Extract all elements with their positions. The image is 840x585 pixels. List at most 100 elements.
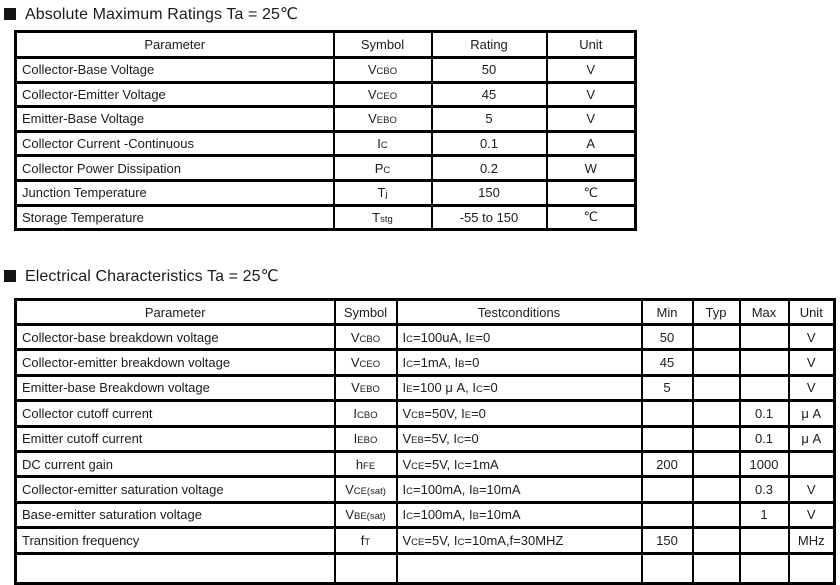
cell-symbol: VCE(sat) (333, 475, 398, 504)
cell-unit: V (787, 475, 836, 504)
cell-symbol: ICBO (333, 399, 398, 428)
subscript-text: FE (363, 460, 376, 472)
cell-symbol: IC (332, 130, 433, 157)
cell-typ (691, 399, 741, 428)
cell-symbol: Tstg (332, 204, 433, 231)
cell-unit (787, 450, 836, 478)
cell-typ (691, 526, 741, 555)
table-row: Emitter cutoff current IEBO VEB=5V, IC=0 0.… (14, 425, 836, 453)
cell-symbol: VCEO (333, 348, 398, 377)
cell-unit: V (787, 374, 836, 402)
cell-unit: MHz (787, 526, 836, 555)
cell-rating: 50 (430, 56, 548, 84)
subscript-text: EBO (376, 115, 397, 127)
cell-rating: 150 (430, 179, 548, 207)
cell-min (640, 501, 694, 529)
cell-parameter: Collector-emitter saturation voltage (14, 475, 336, 504)
cell-min (640, 475, 694, 504)
cell-parameter: Emitter cutoff current (14, 425, 336, 453)
cell-parameter: Collector-base breakdown voltage (14, 323, 336, 351)
cell-testconditions: IC=100mA, IB=10mA (395, 501, 643, 529)
table-row: Transition frequency fT VCE=5V, IC=10mA,f=… (14, 526, 836, 555)
cell-typ (691, 425, 741, 453)
cell-testconditions: IC=100uA, IE=0 (395, 323, 643, 351)
table-row: Collector-emitter saturation voltage VCE(… (14, 475, 836, 504)
cell-max (738, 348, 790, 377)
cell-symbol: Tj (332, 179, 433, 207)
datasheet-page: { "page": { "background": "#ffffff", "te… (4, 6, 836, 585)
cell-max: 1000 (738, 450, 790, 478)
cell-parameter: Collector-Base Voltage (14, 56, 335, 84)
table-row: Base-emitter saturation voltage VBE(sat) I… (14, 501, 836, 529)
table-row: Collector-base breakdown voltage VCBO IC=1… (14, 323, 836, 351)
column-header-max: Max (738, 298, 790, 326)
cell-min: 5 (640, 374, 694, 402)
cell-symbol: VCBO (332, 56, 433, 84)
subscript-text: BE(sat) (353, 511, 386, 523)
cell-testconditions: VCB=50V, IE=0 (395, 399, 643, 428)
electrical-characteristics-table: Parameter Symbol Testconditions Min Typ Max Un… (14, 298, 836, 585)
section-title-text: Absolute Maximum Ratings Ta = 25℃ (25, 6, 299, 23)
subscript-text: T (364, 536, 371, 548)
cell-parameter: Collector Current -Continuous (14, 130, 335, 157)
cell-parameter: Collector-Emitter Voltage (14, 81, 335, 108)
cell-parameter: DC current gain (14, 450, 336, 478)
subscript-text: EBO (357, 435, 378, 447)
cell-unit: μ A (787, 399, 836, 428)
cell-testconditions: VCE=5V, IC=10mA,f=30MHZ (395, 526, 643, 555)
table-row: Collector-emitter breakdown voltage VCEO I… (14, 348, 836, 377)
cell-min (640, 399, 694, 428)
cell-max: 1 (738, 501, 790, 529)
cell-parameter: Storage Temperature (14, 204, 335, 231)
column-header-testconditions: Testconditions (395, 298, 643, 326)
cell-rating: 45 (430, 81, 548, 108)
subscript-text: CE (411, 460, 425, 472)
subscript-text: B (472, 511, 479, 523)
cell-unit: V (787, 501, 836, 529)
cell-parameter: Junction Temperature (14, 179, 335, 207)
table-row: Storage Temperature Tstg -55 to 150 ℃ (14, 204, 637, 231)
subscript-text: EB (411, 435, 424, 447)
table-row: Junction Temperature Tj 150 ℃ (14, 179, 637, 207)
cell-typ (691, 450, 741, 478)
column-header-parameter: Parameter (14, 30, 335, 59)
table-row: Emitter-base Breakdown voltage VEBO IE=100… (14, 374, 836, 402)
table-row: Collector Power Dissipation PC 0.2 W (14, 154, 637, 182)
cell-symbol: fT (333, 526, 398, 555)
subscript-text: CBO (357, 409, 378, 421)
subscript-text: CEO (376, 90, 398, 102)
subscript-text: C (475, 384, 483, 396)
cell-min: 45 (640, 348, 694, 377)
cell-rating: -55 to 150 (430, 204, 548, 231)
subscript-text: C (406, 511, 413, 523)
cell-testconditions: IE=100 μ A, IC=0 (395, 374, 643, 402)
cell-symbol: VCEO (332, 81, 433, 108)
cell-max: 0.1 (738, 425, 790, 453)
cell-parameter: Transition frequency (14, 526, 336, 555)
cell-symbol: VEBO (333, 374, 398, 402)
cell-unit: W (545, 154, 637, 182)
cell-unit: ℃ (545, 179, 637, 207)
cell-min (640, 425, 694, 453)
column-header-symbol: Symbol (333, 298, 398, 326)
cell-unit: V (545, 56, 637, 84)
cell-max: 0.1 (738, 399, 790, 428)
cell-testconditions: IC=1mA, IB=0 (395, 348, 643, 377)
cell-unit: V (787, 323, 836, 351)
cell-max (738, 526, 790, 555)
table-row: DC current gain hFE VCE=5V, IC=1mA 200 1000 (14, 450, 836, 478)
table-row: Collector-Base Voltage VCBO 50 V (14, 56, 637, 84)
header-row: Parameter Symbol Testconditions Min Typ Max Un… (14, 298, 836, 326)
subscript-text: EBO (359, 384, 380, 396)
cell-unit: ℃ (545, 204, 637, 231)
column-header-min: Min (640, 298, 694, 326)
section-header-electrical-characteristics: Electrical Characteristics Ta = 25℃ (4, 266, 279, 286)
subscript-text: CEO (359, 359, 381, 371)
subscript-text: C (457, 435, 464, 447)
cell-symbol: IEBO (333, 425, 398, 453)
cell-min: 150 (640, 526, 694, 555)
subscript-text: C (457, 536, 465, 548)
cell-max (738, 374, 790, 402)
cell-testconditions: IC=100mA, IB=10mA (395, 475, 643, 504)
subscript-text: C (383, 164, 391, 176)
